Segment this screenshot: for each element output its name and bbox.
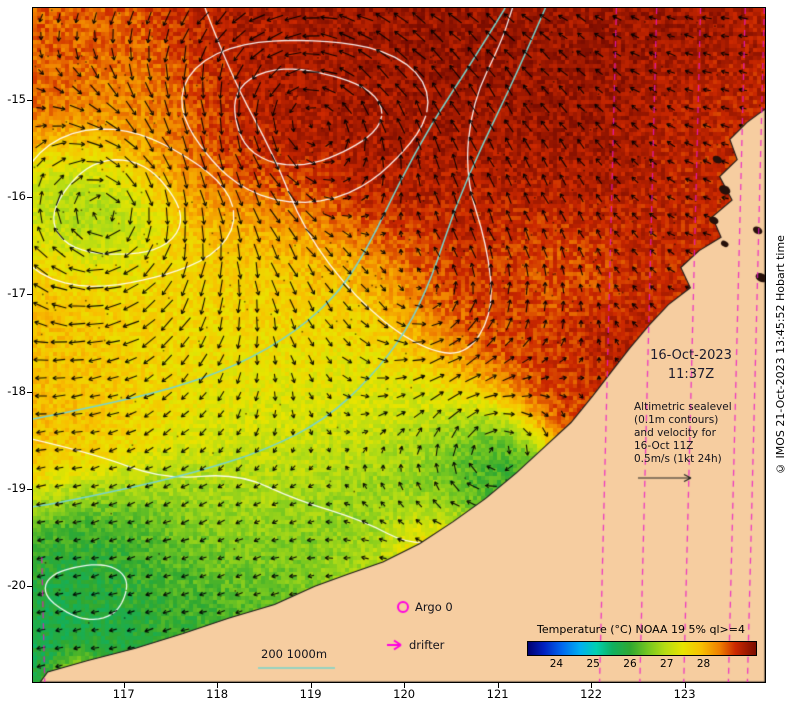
legend-isobath-label: 200 1000m [261, 647, 328, 661]
x-tick-mark [404, 683, 406, 688]
x-tick-label: 121 [486, 687, 509, 701]
y-tick-mark [27, 391, 32, 393]
y-tick-label: -15 [7, 92, 26, 107]
x-tick-mark [217, 683, 219, 688]
x-tick-label: 120 [393, 687, 416, 701]
legend-argo-label: Argo 0 [415, 600, 453, 614]
altimetric-note-line: (0.1m contours) [634, 414, 719, 426]
colorbar-tick-label: 27 [660, 658, 674, 670]
colorbar-tick-label: 26 [623, 658, 637, 670]
y-tick-mark [27, 294, 32, 296]
y-tick-mark [27, 100, 32, 102]
y-tick-label: -17 [7, 286, 26, 301]
colorbar-tick-label: 28 [696, 658, 711, 670]
x-tick-label: 118 [206, 687, 229, 701]
x-tick-mark [591, 683, 593, 688]
x-tick-mark [684, 683, 686, 688]
x-tick-label: 122 [580, 687, 603, 701]
y-tick-label: -20 [7, 577, 26, 592]
x-tick-label: 117 [112, 687, 135, 701]
y-tick-mark [27, 585, 32, 587]
y-tick-label: -18 [7, 383, 26, 398]
altimetric-note-line: 0.5m/s (1kt 24h) [634, 453, 722, 465]
y-tick-label: -19 [7, 480, 26, 495]
x-tick-mark [497, 683, 499, 688]
sst-velocity-map-canvas [32, 7, 766, 683]
y-tick-mark [27, 197, 32, 199]
altimetric-note-line: 16-Oct 11Z [634, 440, 694, 452]
x-tick-label: 123 [673, 687, 696, 701]
altimetric-note: Altimetric sealevel (0.1m contours) and ve… [634, 401, 732, 466]
x-tick-mark [310, 683, 312, 688]
colorbar-title: Temperature (°C) NOAA 19 5% ql>=4 [537, 623, 745, 636]
colorbar-gradient [527, 641, 757, 656]
colorbar-tick-label: 24 [549, 658, 564, 670]
altimetric-note-line: Altimetric sealevel [634, 401, 732, 413]
x-tick-label: 119 [299, 687, 322, 701]
y-tick-label: -16 [7, 189, 26, 204]
legend-drifter-label: drifter [409, 638, 445, 652]
timestamp-annotation: 16-Oct-2023 11:37Z [628, 346, 754, 384]
copyright-vertical-text: © IMOS 21-Oct-2023 13:45:52 Hobart time [774, 235, 787, 475]
colorbar-tick-label: 25 [586, 658, 600, 670]
map-date: 16-Oct-2023 [650, 348, 732, 363]
altimetric-note-line: and velocity for [634, 427, 716, 439]
x-tick-mark [123, 683, 125, 688]
y-tick-mark [27, 488, 32, 490]
map-time: 11:37Z [667, 367, 715, 382]
